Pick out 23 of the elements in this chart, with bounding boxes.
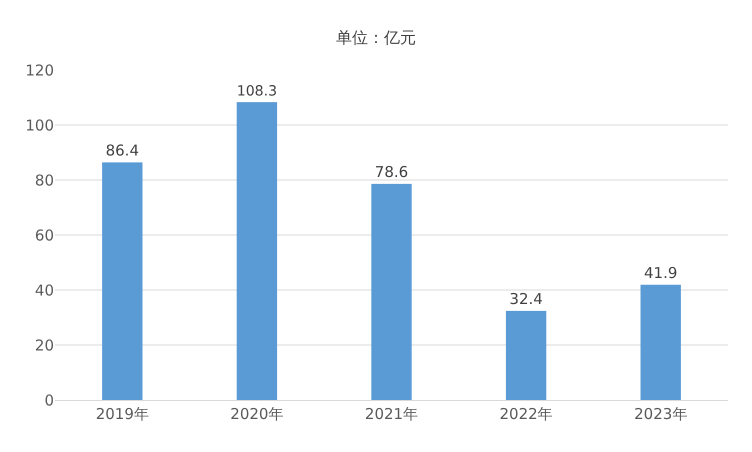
y-tick-label: 80	[34, 171, 54, 190]
x-tick-label: 2023年	[634, 405, 688, 423]
y-tick-label: 20	[34, 336, 54, 354]
x-tick-label: 2019年	[96, 405, 149, 423]
y-tick-label: 40	[34, 281, 54, 300]
data-label: 86.4	[106, 141, 140, 160]
y-tick-label: 60	[34, 226, 54, 244]
x-tick-label: 2021年	[364, 405, 418, 423]
bar	[236, 102, 278, 400]
data-label: 108.3	[236, 83, 278, 100]
x-tick-label: 2020年	[230, 405, 284, 423]
x-tick-label: 2022年	[500, 405, 553, 423]
bar	[102, 162, 142, 400]
bar	[506, 310, 546, 400]
y-tick-label: 0	[44, 391, 54, 410]
chart-title: 单位：亿元	[336, 28, 416, 47]
data-label: 78.6	[374, 162, 408, 181]
bar	[640, 284, 681, 400]
data-label: 32.4	[509, 290, 543, 308]
bar	[371, 184, 412, 400]
y-tick-label: 120	[25, 61, 54, 80]
y-tick-label: 100	[25, 116, 54, 134]
data-label: 41.9	[644, 264, 678, 282]
